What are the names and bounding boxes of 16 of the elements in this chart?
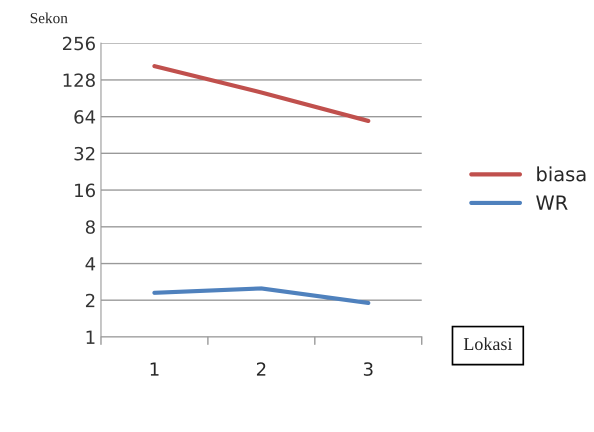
- y-tick-label: 2: [86, 294, 94, 308]
- legend-label: WR: [536, 196, 568, 210]
- y-tick-label: 64: [74, 110, 96, 124]
- y-tick-label: 256: [62, 36, 95, 50]
- x-tick-label: 3: [364, 362, 373, 376]
- y-tick-label: 1: [86, 330, 94, 344]
- x-axis-title: Lokasi: [464, 337, 512, 350]
- legend-label: biasa: [537, 166, 586, 182]
- y-tick-label: 32: [74, 146, 94, 160]
- x-tick-label: 1: [150, 362, 159, 376]
- y-axis-title: Sekon: [30, 12, 68, 24]
- x-tick-label: 2: [256, 362, 266, 376]
- y-tick-label: 8: [86, 220, 95, 234]
- y-tick-label: 4: [86, 257, 96, 270]
- y-tick-label: 16: [75, 184, 95, 198]
- y-tick-label: 128: [64, 73, 95, 88]
